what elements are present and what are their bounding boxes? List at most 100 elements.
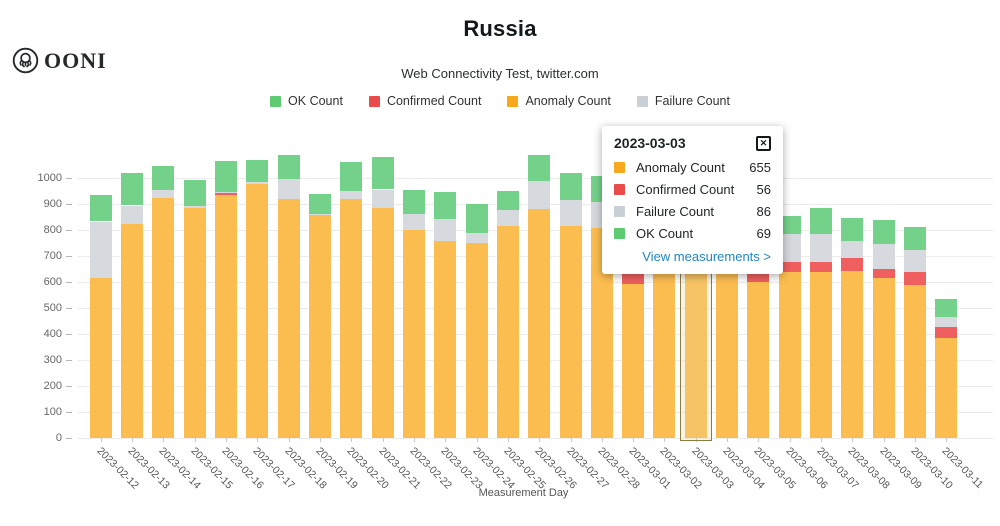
x-axis-tick xyxy=(194,438,196,442)
bar-segment-confirmed-count xyxy=(810,261,833,272)
x-axis-tick xyxy=(257,438,259,442)
bar-segment-ok-count xyxy=(904,226,926,250)
bar-2023-03-08[interactable] xyxy=(841,217,864,438)
failure-swatch-icon xyxy=(636,95,648,107)
bar-segment-ok-count xyxy=(528,154,551,181)
bar-2023-02-14[interactable] xyxy=(152,165,175,438)
x-axis-tick xyxy=(100,438,102,442)
bar-segment-failure-count xyxy=(465,232,488,243)
x-axis-tick xyxy=(476,438,478,442)
close-icon[interactable]: ✕ xyxy=(756,135,771,151)
x-axis-tick xyxy=(351,438,353,442)
x-axis-tick xyxy=(946,438,948,442)
bar-2023-02-19[interactable] xyxy=(308,193,331,438)
bar-2023-02-22[interactable] xyxy=(402,189,425,438)
bar-segment-confirmed-count xyxy=(904,270,926,285)
bar-2023-03-11[interactable] xyxy=(935,298,958,438)
bar-segment-failure-count xyxy=(308,212,331,215)
bar-segment-confirmed-count xyxy=(841,257,864,271)
ooni-logo-text: OONI xyxy=(44,47,107,73)
bar-segment-anomaly-count xyxy=(747,281,770,438)
bar-2023-03-10[interactable] xyxy=(904,226,926,438)
bar-2023-02-23[interactable] xyxy=(434,192,457,438)
legend-item-failure[interactable]: Failure Count xyxy=(636,94,730,108)
view-measurements-link[interactable]: View measurements > xyxy=(642,249,771,264)
x-axis-tick xyxy=(883,438,885,442)
tooltip-value: 69 xyxy=(756,226,771,241)
y-tick-label: 0 xyxy=(55,432,62,444)
bar-segment-failure-count xyxy=(183,206,206,208)
y-tick-label: 900 xyxy=(43,197,62,210)
bar-segment-ok-count xyxy=(841,217,864,241)
bar-segment-anomaly-count xyxy=(841,270,864,438)
x-axis-title: Measurement Day xyxy=(478,487,569,499)
bar-2023-02-25[interactable] xyxy=(496,190,519,438)
bar-segment-anomaly-count xyxy=(371,207,394,438)
bar-segment-ok-count xyxy=(935,298,958,317)
y-axis-tick xyxy=(66,307,72,309)
bar-segment-failure-count xyxy=(371,189,394,208)
bar-segment-anomaly-count xyxy=(684,267,707,438)
bar-segment-ok-count xyxy=(340,161,363,191)
bar-2023-03-09[interactable] xyxy=(872,219,895,438)
x-axis-tick xyxy=(539,438,541,442)
bar-segment-anomaly-count xyxy=(904,284,926,438)
x-axis-tick xyxy=(413,438,415,442)
bar-2023-02-24[interactable] xyxy=(465,203,488,438)
x-axis-tick xyxy=(601,438,603,442)
bar-2023-02-21[interactable] xyxy=(371,156,394,438)
y-gridline xyxy=(78,438,993,439)
bar-2023-02-12[interactable] xyxy=(89,194,112,438)
chart-subtitle: Web Connectivity Test, twitter.com xyxy=(401,66,599,81)
bar-segment-confirmed-count xyxy=(778,262,801,272)
x-axis-tick xyxy=(852,438,854,442)
bar-segment-failure-count xyxy=(778,234,801,262)
bar-segment-failure-count xyxy=(528,180,551,209)
bar-segment-failure-count xyxy=(434,218,457,241)
bar-segment-anomaly-count xyxy=(465,242,488,438)
bar-2023-02-18[interactable] xyxy=(277,154,300,438)
ok-swatch-icon xyxy=(614,228,625,239)
bar-2023-02-26[interactable] xyxy=(528,154,551,438)
bar-segment-failure-count xyxy=(904,249,926,272)
bar-segment-ok-count xyxy=(496,190,519,210)
bar-2023-03-06[interactable] xyxy=(778,216,801,438)
x-axis-tick xyxy=(821,438,823,442)
bar-2023-03-07[interactable] xyxy=(810,207,833,438)
x-axis-tick xyxy=(382,438,384,442)
bar-segment-failure-count xyxy=(559,199,582,226)
bar-2023-02-17[interactable] xyxy=(246,160,269,438)
y-tick-label: 100 xyxy=(43,405,62,418)
tooltip-value: 655 xyxy=(749,160,771,175)
bar-2023-02-13[interactable] xyxy=(121,173,143,438)
y-axis-tick xyxy=(66,177,72,179)
x-axis-tick xyxy=(633,438,635,442)
x-axis-tick xyxy=(915,438,916,442)
bar-2023-02-15[interactable] xyxy=(183,180,206,438)
tooltip-date: 2023-03-03 xyxy=(614,135,686,151)
y-tick-label: 700 xyxy=(43,249,62,262)
bar-2023-02-16[interactable] xyxy=(214,161,237,438)
bar-2023-02-20[interactable] xyxy=(340,161,363,438)
failure-swatch-icon xyxy=(614,206,625,217)
x-axis-tick xyxy=(664,438,666,442)
bar-segment-anomaly-count xyxy=(183,208,206,438)
tooltip-label: Confirmed Count xyxy=(636,182,735,197)
bar-segment-anomaly-count xyxy=(778,272,801,438)
bar-segment-anomaly-count xyxy=(402,229,425,438)
x-axis-tick xyxy=(319,438,321,442)
legend-item-confirmed[interactable]: Confirmed Count xyxy=(368,94,481,108)
tooltip-value: 56 xyxy=(756,182,771,197)
legend-item-anomaly[interactable]: Anomaly Count xyxy=(507,94,611,108)
tooltip-row-failure: Failure Count 86 xyxy=(614,204,771,219)
bar-segment-ok-count xyxy=(214,161,237,192)
tooltip-value: 86 xyxy=(756,204,771,219)
y-axis-tick xyxy=(66,411,72,413)
legend-label: OK Count xyxy=(288,94,343,108)
y-tick-label: 300 xyxy=(43,353,62,366)
bar-segment-ok-count xyxy=(810,207,833,234)
bar-segment-ok-count xyxy=(778,216,801,234)
legend-item-ok[interactable]: OK Count xyxy=(270,94,343,108)
bar-2023-02-27[interactable] xyxy=(559,172,582,438)
